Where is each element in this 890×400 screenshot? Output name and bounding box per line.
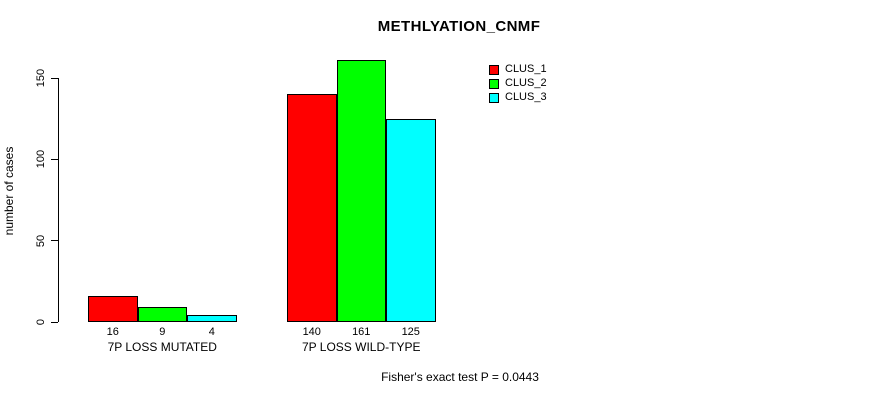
bar-value-label: 125	[401, 326, 420, 338]
legend-color-swatch	[489, 64, 499, 75]
bar-clus_2	[336, 60, 386, 322]
legend-color-swatch	[489, 92, 499, 103]
bar-clus_3	[187, 315, 237, 322]
y-axis-tick-label: 0	[35, 318, 47, 326]
chart-title: METHLYATION_CNMF	[377, 18, 541, 35]
y-axis-tick	[51, 158, 58, 160]
bar-value-label: 161	[352, 326, 371, 338]
y-axis-tick-label: 50	[35, 234, 47, 247]
y-axis-tick-label: 100	[35, 150, 47, 169]
legend-label: CLUS_1	[505, 63, 547, 75]
bar-value-label: 16	[106, 326, 119, 338]
y-axis-line	[58, 78, 59, 322]
y-axis-tick-label: 150	[35, 68, 47, 88]
bar-clus_1	[287, 94, 337, 322]
y-axis-tick	[51, 77, 58, 79]
legend-item: CLUS_2	[489, 78, 547, 89]
statistical-test-note: Fisher's exact test P = 0.0443	[381, 370, 539, 384]
bar-value-label: 4	[208, 326, 215, 338]
legend-item: CLUS_3	[489, 92, 547, 103]
bar-clus_1	[88, 295, 138, 322]
category-label: 7P LOSS MUTATED	[107, 340, 217, 354]
bar-clus_2	[137, 307, 187, 322]
bar-value-label: 9	[159, 326, 166, 338]
category-label: 7P LOSS WILD-TYPE	[302, 340, 421, 354]
legend-label: CLUS_3	[505, 91, 547, 103]
legend-item: CLUS_1	[489, 64, 547, 75]
legend-label: CLUS_2	[505, 77, 547, 89]
legend-color-swatch	[489, 78, 499, 89]
bar-value-label: 140	[302, 326, 321, 338]
y-axis-tick	[51, 240, 58, 242]
y-axis-label: number of cases	[2, 146, 16, 236]
bar-clus_3	[386, 118, 436, 322]
y-axis-tick	[51, 321, 58, 323]
legend: CLUS_1 CLUS_2 CLUS_3	[489, 64, 547, 103]
